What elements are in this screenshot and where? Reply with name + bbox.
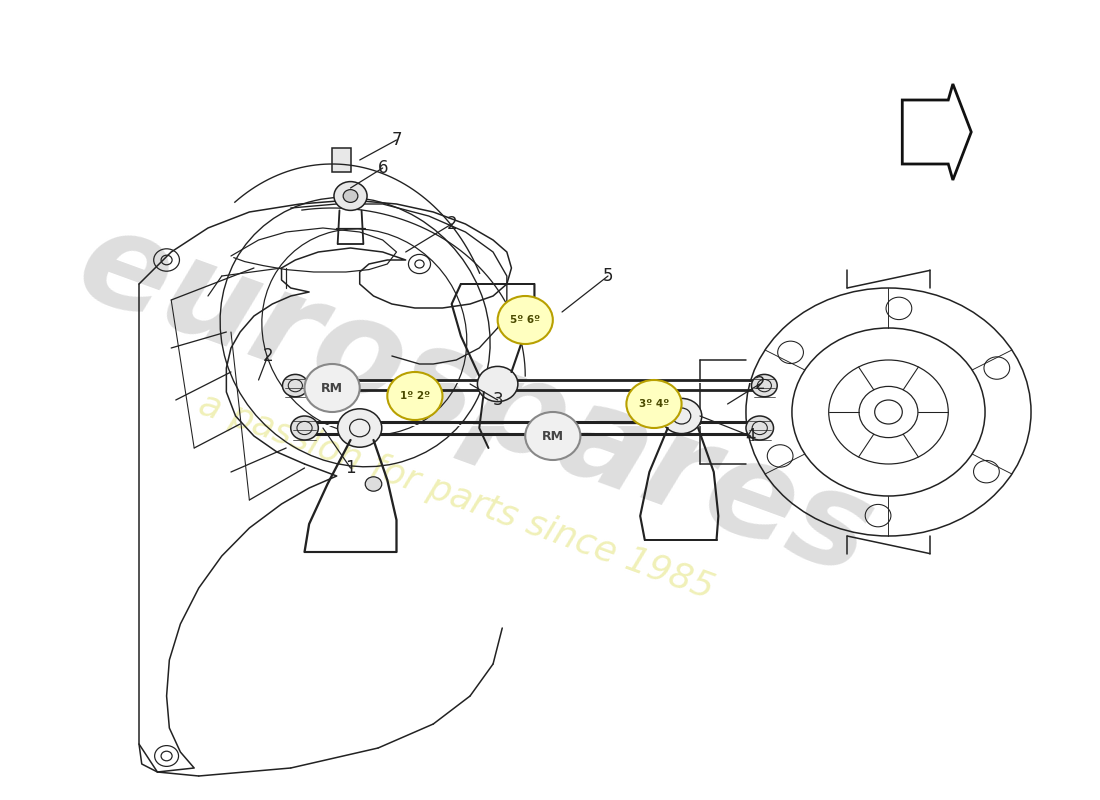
Text: a passion for parts since 1985: a passion for parts since 1985 bbox=[194, 386, 718, 606]
FancyBboxPatch shape bbox=[332, 148, 351, 172]
Circle shape bbox=[365, 477, 382, 491]
Text: 1: 1 bbox=[345, 459, 355, 477]
Text: 2: 2 bbox=[755, 375, 766, 393]
Text: 2: 2 bbox=[263, 347, 273, 365]
Circle shape bbox=[283, 374, 308, 397]
Circle shape bbox=[497, 296, 553, 344]
Circle shape bbox=[305, 364, 360, 412]
Text: 1º 2º: 1º 2º bbox=[399, 391, 430, 401]
Text: eurospares: eurospares bbox=[60, 198, 889, 602]
Text: 6: 6 bbox=[377, 159, 388, 177]
Circle shape bbox=[338, 409, 382, 447]
Circle shape bbox=[343, 190, 358, 202]
Circle shape bbox=[290, 416, 318, 440]
Text: 7: 7 bbox=[392, 131, 402, 149]
Circle shape bbox=[334, 182, 367, 210]
Text: 5º 6º: 5º 6º bbox=[510, 315, 540, 325]
Text: 3º 4º: 3º 4º bbox=[639, 399, 669, 409]
Text: 2: 2 bbox=[447, 215, 456, 233]
Text: RM: RM bbox=[321, 382, 343, 394]
Circle shape bbox=[661, 398, 702, 434]
Text: RM: RM bbox=[542, 430, 564, 442]
Circle shape bbox=[525, 412, 581, 460]
Text: 4: 4 bbox=[746, 427, 756, 445]
Circle shape bbox=[626, 380, 682, 428]
Circle shape bbox=[387, 372, 442, 420]
Circle shape bbox=[751, 374, 778, 397]
Text: 5: 5 bbox=[603, 267, 614, 285]
Circle shape bbox=[746, 416, 773, 440]
Circle shape bbox=[477, 366, 518, 402]
Text: 3: 3 bbox=[493, 391, 503, 409]
